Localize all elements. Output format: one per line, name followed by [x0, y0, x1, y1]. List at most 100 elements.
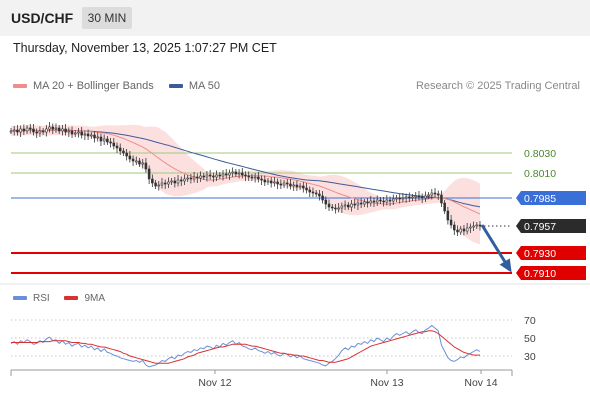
candle-body: [414, 195, 418, 198]
candle: [115, 142, 119, 153]
copyright-text: Research © 2025 Trading Central: [415, 80, 580, 92]
candle: [469, 223, 472, 233]
candle-body: [41, 130, 45, 133]
rsi-tick-label: 50: [524, 333, 536, 345]
candle-body: [462, 228, 466, 232]
pivot-tag: [516, 191, 586, 205]
candle: [32, 124, 35, 136]
candle-body: [334, 207, 337, 210]
candle-body: [38, 130, 42, 134]
candle: [456, 225, 459, 236]
candle: [93, 131, 96, 143]
candle: [430, 189, 434, 200]
candle-body: [115, 145, 119, 149]
candle: [202, 173, 206, 180]
candle: [465, 223, 469, 235]
candle-body: [173, 180, 177, 184]
candle: [427, 192, 430, 199]
candle-body: [109, 141, 112, 144]
candle-body: [208, 174, 212, 177]
candle-body: [385, 199, 389, 203]
candle-body: [375, 199, 379, 203]
candle-body: [215, 174, 218, 178]
candle: [167, 177, 170, 188]
candle: [420, 193, 424, 203]
candle: [302, 182, 305, 193]
candle-body: [90, 134, 93, 137]
candle-body: [340, 205, 344, 209]
candle-body: [135, 160, 138, 163]
candle: [321, 191, 324, 204]
timestamp: Thursday, November 13, 2025 1:07:27 PM C…: [13, 41, 277, 55]
legend-item-rsi: RSI: [13, 293, 50, 304]
candle-body: [12, 129, 16, 132]
candle-body: [196, 176, 199, 179]
candle: [221, 170, 225, 181]
candle: [122, 148, 125, 156]
candle: [64, 124, 67, 136]
candle: [73, 130, 77, 137]
candle: [237, 169, 241, 179]
candle-body: [292, 184, 295, 187]
candle-body: [96, 136, 99, 139]
last-price-tag: [516, 219, 586, 233]
interval-button[interactable]: 30 MIN: [82, 7, 132, 29]
candle-body: [241, 172, 244, 176]
candle: [433, 188, 437, 198]
candle: [189, 174, 193, 184]
candle-body: [186, 177, 189, 180]
resistance-1-text: 0.8010: [524, 168, 556, 180]
candle: [131, 155, 135, 166]
candle-body: [61, 128, 64, 132]
support-2-label: 0.7910: [516, 266, 586, 280]
last-price-text: 0.7957: [524, 221, 556, 233]
candle-body: [353, 203, 356, 206]
candle: [231, 167, 234, 177]
candle: [118, 143, 122, 155]
candle-body: [298, 185, 302, 188]
candle: [241, 168, 244, 179]
candle-body: [266, 180, 270, 183]
candle: [408, 192, 411, 202]
legend-9ma-label: 9MA: [84, 293, 106, 304]
rsi-swatch-icon: [13, 296, 27, 301]
support-1-tag: [516, 246, 586, 260]
candle-body: [57, 127, 61, 132]
candle: [443, 200, 446, 214]
candle-body: [144, 162, 148, 170]
candle: [363, 199, 366, 207]
candle-body: [122, 150, 125, 154]
candle: [334, 204, 337, 214]
candle: [343, 200, 347, 210]
candle-body: [160, 182, 164, 186]
x-tick-label: Nov 14: [464, 377, 497, 389]
candle: [141, 159, 144, 169]
candle: [54, 123, 58, 133]
candle-body: [404, 196, 408, 199]
candle: [125, 149, 128, 161]
candle: [250, 174, 254, 181]
candle-body: [337, 207, 340, 210]
candle: [462, 225, 466, 236]
candle: [208, 170, 212, 180]
candle: [388, 196, 392, 206]
candle: [292, 181, 295, 191]
candle-body: [48, 126, 51, 130]
candle: [135, 156, 138, 165]
candle: [372, 197, 376, 207]
candle: [128, 151, 132, 163]
candle-body: [398, 197, 401, 200]
candle-body: [388, 199, 392, 202]
pivot-text: 0.7985: [524, 193, 556, 205]
candle-body: [147, 168, 151, 180]
candle: [109, 138, 112, 148]
candle-body: [282, 182, 286, 186]
candle: [398, 194, 401, 204]
candle-body: [45, 128, 48, 133]
candle-body: [449, 219, 453, 226]
candle: [459, 226, 462, 235]
rsi-line: [10, 324, 481, 368]
candle: [179, 176, 183, 186]
candle-body: [424, 195, 427, 199]
x-tick-label: Nov 13: [370, 377, 403, 389]
